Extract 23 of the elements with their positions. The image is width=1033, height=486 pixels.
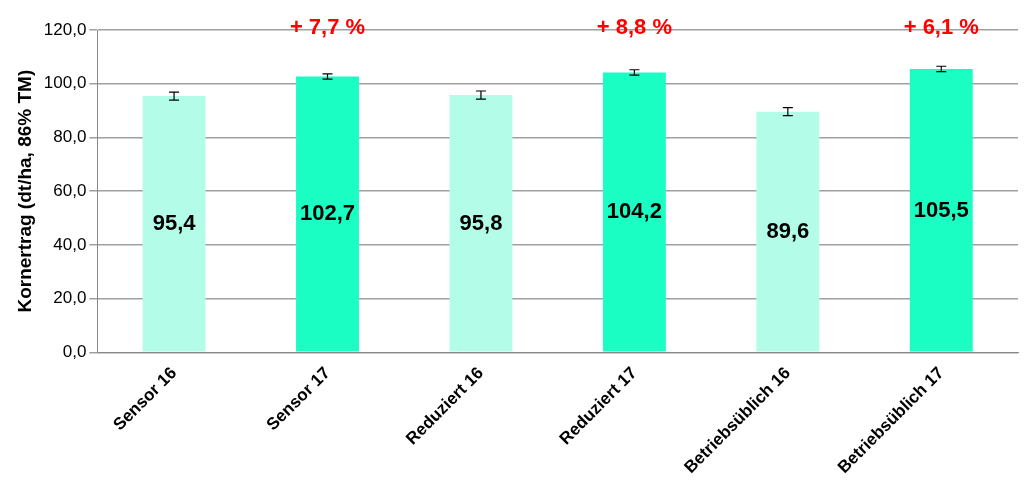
data-label: 95,4	[152, 210, 197, 236]
data-label: 102,7	[299, 200, 356, 226]
annotation: + 6,1 %	[903, 14, 979, 40]
y-tick-label: 60,0	[53, 180, 87, 200]
y-tick-label: 0,0	[62, 342, 87, 362]
bar	[909, 68, 973, 352]
bar	[296, 76, 359, 352]
data-label: 95,8	[459, 209, 503, 235]
bar	[756, 111, 820, 352]
data-label: 104,2	[606, 198, 662, 224]
y-tick-label: 20,0	[53, 288, 87, 308]
bar	[142, 96, 206, 352]
annotation: + 7,7 %	[289, 14, 366, 40]
y-axis-title: Kornertrag (dt/ha, 86% TM)	[13, 69, 35, 313]
annotation: + 8,8 %	[596, 14, 672, 40]
y-tick-label: 40,0	[53, 234, 87, 254]
y-tick-label: 120,0	[43, 19, 87, 39]
y-tick-label: 80,0	[53, 127, 87, 147]
data-label: 105,5	[913, 196, 969, 222]
bar	[449, 95, 513, 352]
y-tick-label: 100,0	[43, 73, 87, 93]
data-label: 89,6	[766, 218, 810, 244]
bar	[602, 72, 666, 352]
